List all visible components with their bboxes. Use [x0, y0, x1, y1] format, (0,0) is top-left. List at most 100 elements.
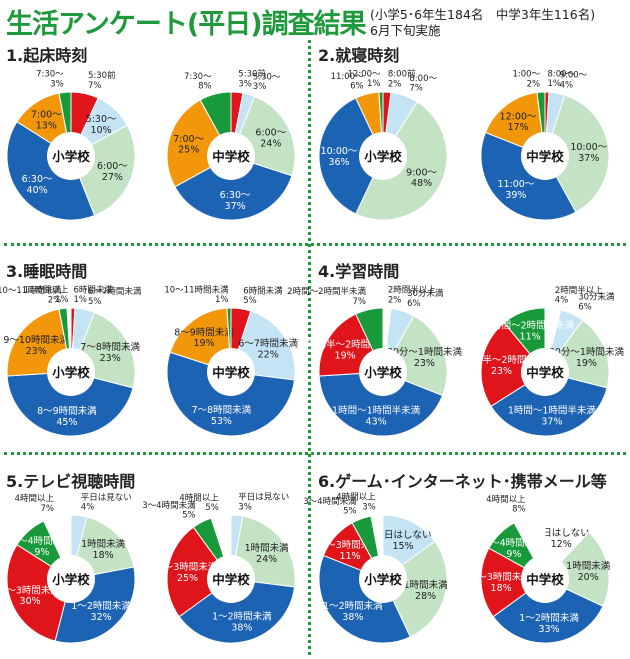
slice-label: 30分～1時間未満 23% — [387, 346, 463, 369]
pie-center — [521, 132, 569, 180]
slice-label: 7:00～ 25% — [173, 134, 204, 156]
pie-1-1: 5:30前 7% 5:30～ 10% 6:00～ 27% 6:30～ 40% 7:00～ 13% 7… — [6, 70, 136, 221]
pie-slice — [480, 321, 546, 407]
pie-center — [521, 555, 569, 603]
slice-label: 6時間未満 5% — [243, 285, 283, 306]
slice-label: 1～2時間未満 32% — [71, 600, 131, 623]
pie-slice — [6, 121, 96, 221]
slice-label: 6:30～ 37% — [220, 190, 251, 212]
slice-label: 1～2時間未満 33% — [519, 612, 579, 635]
slice-label: 1時間未満 28% — [404, 579, 449, 602]
slice-label: 4時間以上 8% — [486, 495, 526, 515]
pie-slice — [382, 540, 448, 638]
pie-center-label: 中学校 — [526, 572, 564, 587]
slice-label: 8～9時間未満 19% — [174, 326, 234, 349]
slice-label: 7:00～ 13% — [31, 110, 62, 132]
slice-label: 8:00～ 1% — [548, 69, 576, 89]
pie-center-label: 小学校 — [363, 572, 402, 587]
slice-label: 11:00～ 39% — [497, 179, 534, 201]
slice-label: 6～7時間未満 5% — [88, 286, 142, 307]
pie-2-2: 8:00～ 1%9:00～ 4% 10:00～ 37% 11:00～ 39% 12:00～ 17… — [480, 69, 610, 221]
slice-label: 12:00～ 1% — [348, 69, 381, 89]
pie-slice — [166, 526, 232, 618]
section-title-game-time: 6.ゲーム･インターネット･携帯メール等 — [318, 472, 607, 491]
pie-center-label: 中学校 — [212, 365, 250, 380]
slice-label: 1～2時間未満 38% — [212, 611, 272, 634]
pie-center-label: 小学校 — [51, 365, 90, 380]
pie-center — [207, 132, 255, 180]
slice-label: 5:30前 3% — [238, 69, 266, 90]
pie-slice — [178, 578, 296, 644]
slice-label: 2時間～2時間半未満 11% — [486, 320, 575, 343]
slice-label: 12:00～ 17% — [500, 111, 537, 133]
slice-label: 30分未満 6% — [578, 292, 615, 313]
slice-label: 1:00～ 2% — [513, 70, 541, 90]
section-title-tv-time: 5.テレビ視聴時間 — [6, 472, 136, 491]
pie-center-label: 中学校 — [212, 572, 250, 587]
slice-label: 4時間以上 3% — [336, 493, 376, 513]
slice-label: 7～8時間未満 53% — [192, 404, 252, 427]
slice-label: 10～11時間未満 2% — [0, 285, 62, 306]
pie-center — [47, 132, 95, 180]
slice-label: 10～11時間未満 1% — [164, 284, 229, 305]
slice-label: 30分未満 6% — [407, 288, 444, 309]
slice-label: 11時間以上 1% — [24, 285, 69, 305]
pie-center — [521, 348, 569, 396]
pie-center-label: 小学校 — [51, 149, 90, 164]
slice-label: 11:00～ 6% — [331, 72, 364, 92]
pie-center — [359, 348, 407, 396]
slice-label: 30分～1時間未満 19% — [549, 346, 625, 369]
pie-slice — [544, 94, 610, 213]
slice-label: 7:30～ 8% — [184, 72, 212, 92]
slice-label: 5:30前 7% — [88, 70, 116, 91]
pie-center-label: 小学校 — [363, 149, 402, 164]
slice-label: 1時間～1時間半未満 43% — [332, 405, 421, 428]
survey-subtitle: (小学5･6年生184名 中学3年生116名) — [370, 7, 596, 22]
slice-label: 7～8時間未満 23% — [80, 341, 140, 364]
slice-label: 1時間～1時間半未満 37% — [508, 405, 597, 428]
pie-4-2: 2時間半以上 4% 30分未満 6% 30分～1時間未満 19% 1時間～1時間半未満 37%… — [457, 285, 625, 437]
slice-label: 1時間半～2時間未満 19% — [301, 339, 390, 362]
pie-3-2: 6時間未満 5% 6～7時間未満 22% 7～8時間未満 53% 8～9時間未満 19% 10～… — [164, 284, 298, 437]
pie-center-label: 中学校 — [526, 365, 564, 380]
slice-label: 8:00前 2% — [388, 69, 416, 90]
slice-label: 5:30～ 3% — [253, 72, 281, 92]
slice-label: 5:30～ 10% — [86, 114, 117, 136]
section-title-study-time: 4.学習時間 — [318, 262, 400, 281]
pie-slice — [166, 99, 232, 188]
pie-center — [359, 555, 407, 603]
slice-label: 平日はしない 15% — [374, 530, 431, 552]
pie-slice — [492, 578, 604, 644]
pie-center — [47, 348, 95, 396]
section-divider — [4, 243, 626, 246]
section-title-wake-time: 1.起床時刻 — [6, 46, 88, 65]
slice-label: 2時間～2時間半未満 7% — [287, 286, 366, 307]
slice-label: 4時間以上 7% — [15, 494, 55, 514]
pie-center — [47, 555, 95, 603]
pie-slice — [318, 97, 384, 215]
slice-label: 4時間以上 5% — [179, 493, 219, 513]
pie-center-label: 小学校 — [51, 572, 90, 587]
pie-3-1: 6時間未満 1%6～7時間未満 5% 7～8時間未満 23% 8～9時間未満 45% 9～10… — [0, 284, 142, 437]
slice-label: 6:30～ 40% — [22, 174, 53, 196]
slice-label: 9:00～ 4% — [560, 71, 588, 91]
pie-slice — [6, 544, 72, 642]
column-divider — [308, 40, 311, 655]
pie-6-1: 平日はしない 15%1時間未満 28%1～2時間未満 38%2～3時間未満 11%3～4… — [303, 493, 449, 644]
section-title-sleep-hours: 3.睡眠時間 — [6, 262, 88, 281]
pie-center-label: 小学校 — [363, 365, 402, 380]
slice-label: 1時間未満 20% — [566, 560, 611, 583]
pie-slice — [318, 371, 444, 437]
pie-slice — [174, 155, 293, 221]
pie-2-1: 8:00前 2%8:00～ 7% 9:00～ 48% 10:00～ 36% 11:00～ 6%1… — [318, 69, 448, 221]
pie-slice — [480, 547, 546, 618]
slice-label: 2～3時間未満 18% — [471, 571, 531, 594]
slice-label: 2時間半以上 2% — [388, 285, 436, 306]
slice-label: 3～4時間未満 5% — [142, 500, 196, 521]
slice-label: 10:00～ 36% — [321, 146, 358, 168]
pie-slice — [6, 371, 134, 437]
pie-slice — [318, 554, 411, 644]
slice-label: 1時間未満 18% — [81, 538, 126, 561]
slice-label: 9～10時間未満 23% — [3, 334, 69, 357]
